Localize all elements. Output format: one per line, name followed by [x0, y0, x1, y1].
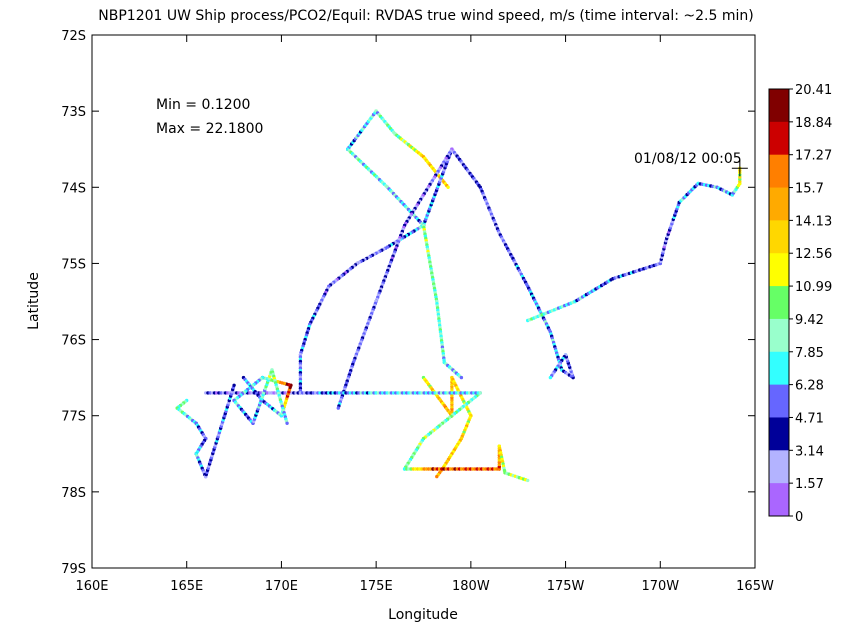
colorbar-label: 12.56 — [795, 247, 832, 262]
colorbar-bin — [769, 286, 789, 320]
colorbar-label: 20.41 — [795, 83, 832, 98]
colorbar-bin — [769, 384, 789, 418]
colorbar-bin — [769, 187, 789, 221]
track-point — [336, 406, 340, 410]
chart-title: NBP1201 UW Ship process/PCO2/Equil: RVDA… — [98, 8, 753, 24]
colorbar-bin — [769, 351, 789, 386]
y-tick-label: 77S — [61, 410, 86, 425]
colorbar-label: 3.14 — [795, 444, 824, 459]
colorbar-label: 17.27 — [795, 149, 832, 164]
end-marker-cross-icon — [731, 160, 748, 177]
colorbar-bin — [769, 220, 789, 254]
y-tick-label: 75S — [61, 257, 86, 272]
colorbar-label: 4.71 — [795, 411, 824, 426]
track-point — [285, 421, 289, 425]
ship-track — [175, 109, 742, 483]
colorbar-bin — [769, 89, 789, 123]
end-marker-label: 01/08/12 00:05 — [634, 151, 742, 167]
x-tick-label: 160E — [75, 579, 108, 594]
colorbar-bin — [769, 253, 789, 287]
colorbar-bin — [769, 154, 789, 189]
y-tick-label: 79S — [61, 562, 86, 577]
x-tick-label: 180W — [452, 579, 490, 594]
track-point — [446, 185, 450, 189]
y-tick-label: 73S — [61, 105, 86, 120]
colorbar-bin — [769, 318, 789, 353]
colorbar-label: 6.28 — [795, 379, 824, 394]
colorbar-label: 7.85 — [795, 346, 824, 361]
y-axis: 72S 73S 74S 75S 76S 77S 78S 79S — [61, 29, 755, 577]
track-point — [459, 375, 464, 380]
y-tick-label: 78S — [61, 486, 86, 501]
colorbar-label: 9.42 — [795, 313, 824, 328]
x-axis: 160E 165E 170E 175E 180W 175W 170W 165W — [75, 35, 774, 594]
colorbar-label: 10.99 — [795, 280, 832, 295]
track-point — [232, 383, 236, 387]
colorbar-bin — [769, 483, 789, 517]
plot-area — [91, 34, 756, 569]
track-point — [435, 474, 439, 479]
colorbar: 20.41 18.84 17.27 15.7 14.13 12.56 10.99 9.42 7.… — [768, 83, 832, 525]
x-axis-label: Longitude — [388, 607, 458, 623]
track-point — [548, 375, 553, 380]
x-tick-label: 165W — [736, 579, 774, 594]
track-point — [478, 391, 482, 395]
colorbar-label: 1.57 — [795, 477, 824, 492]
x-tick-label: 170W — [641, 579, 679, 594]
colorbar-bin — [769, 121, 789, 156]
colorbar-label: 15.7 — [795, 182, 824, 197]
colorbar-frame — [768, 88, 790, 517]
y-tick-label: 76S — [61, 334, 86, 349]
x-tick-label: 175E — [360, 579, 393, 594]
x-tick-label: 175W — [547, 579, 585, 594]
colorbar-bin — [769, 450, 789, 484]
track-point — [526, 478, 530, 483]
x-tick-label: 165E — [170, 579, 203, 594]
min-label: Min = 0.1200 — [156, 97, 250, 113]
max-label: Max = 22.1800 — [156, 121, 263, 137]
x-tick-label: 170E — [265, 579, 298, 594]
colorbar-label: 0 — [795, 510, 803, 525]
colorbar-label: 18.84 — [795, 116, 832, 131]
y-tick-label: 74S — [61, 181, 86, 196]
y-tick-label: 72S — [61, 29, 86, 44]
y-axis-label: Latitude — [26, 272, 42, 330]
colorbar-bin — [769, 417, 789, 451]
colorbar-label: 14.13 — [795, 214, 832, 229]
